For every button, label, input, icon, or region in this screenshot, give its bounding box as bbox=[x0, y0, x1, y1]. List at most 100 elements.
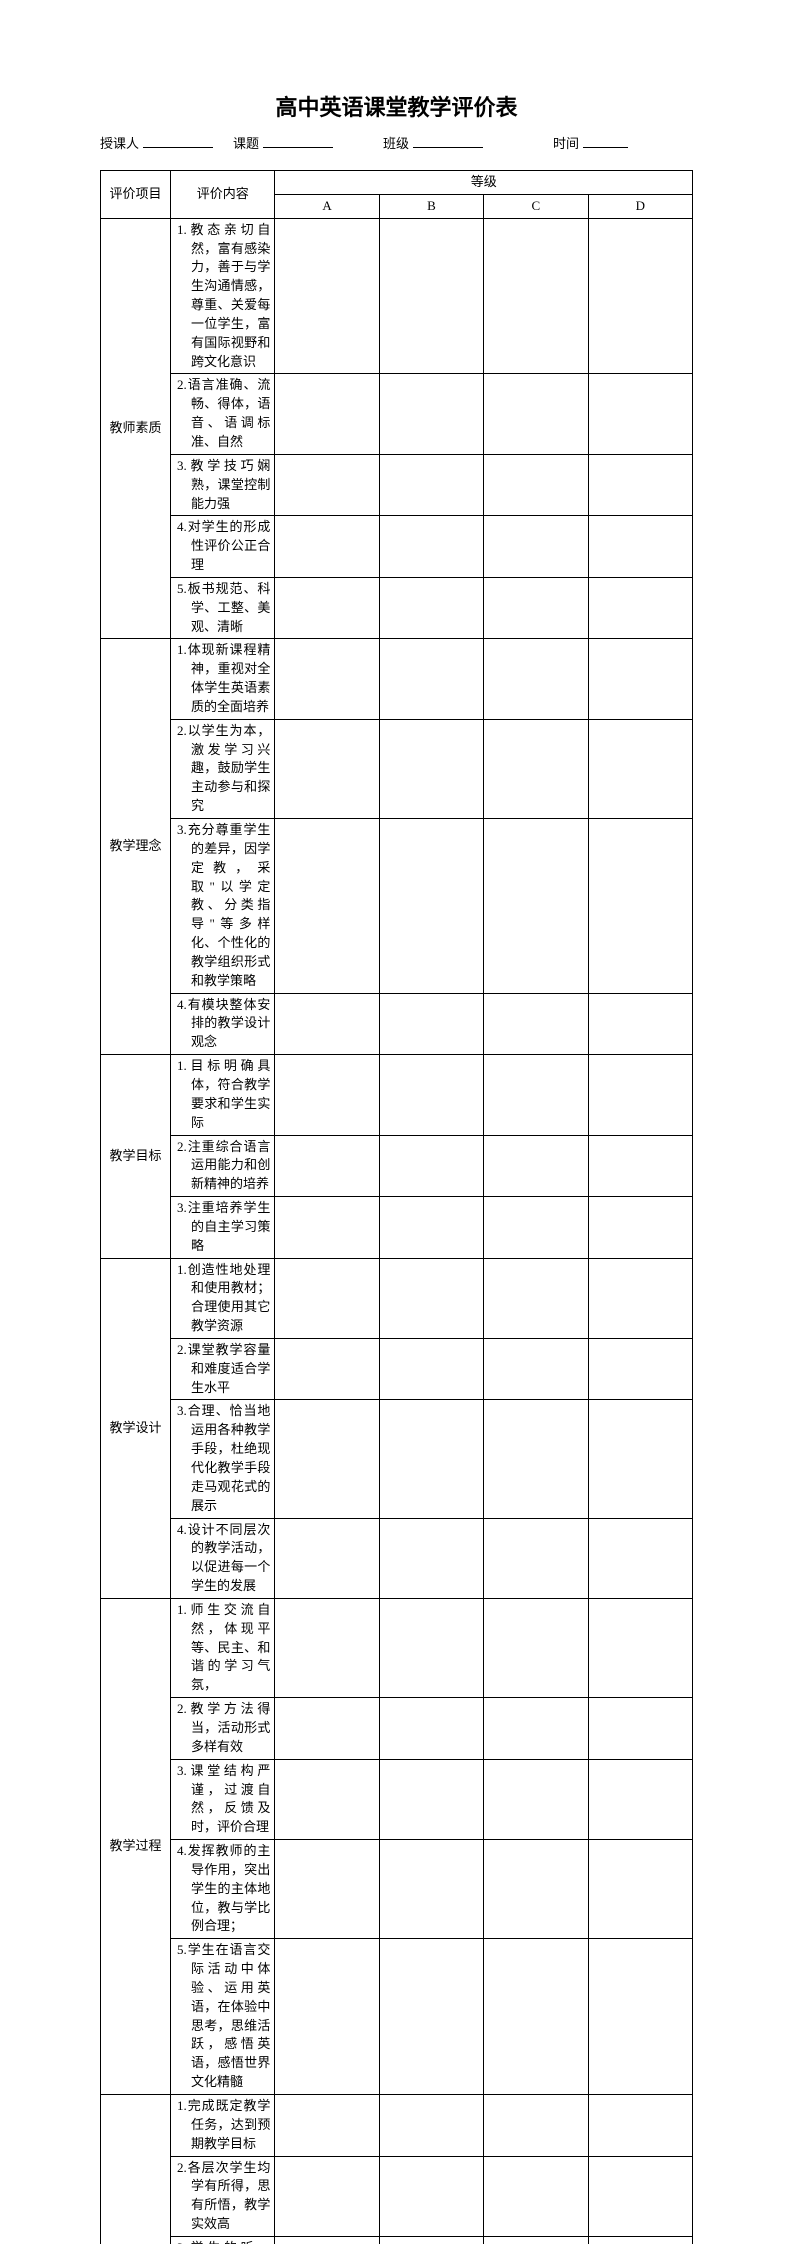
grade-cell[interactable] bbox=[484, 1840, 588, 1939]
grade-cell[interactable] bbox=[484, 516, 588, 578]
info-blank[interactable] bbox=[413, 132, 483, 148]
grade-cell[interactable] bbox=[588, 516, 692, 578]
grade-cell[interactable] bbox=[379, 218, 483, 374]
grade-cell[interactable] bbox=[588, 1197, 692, 1259]
grade-cell[interactable] bbox=[275, 1338, 379, 1400]
grade-cell[interactable] bbox=[588, 1840, 692, 1939]
grade-cell[interactable] bbox=[275, 819, 379, 994]
grade-cell[interactable] bbox=[588, 1135, 692, 1197]
grade-cell[interactable] bbox=[588, 218, 692, 374]
grade-cell[interactable] bbox=[275, 1598, 379, 1697]
grade-cell[interactable] bbox=[484, 1518, 588, 1598]
grade-cell[interactable] bbox=[379, 2095, 483, 2157]
grade-cell[interactable] bbox=[484, 454, 588, 516]
info-blank[interactable] bbox=[263, 132, 333, 148]
grade-cell[interactable] bbox=[275, 2095, 379, 2157]
grade-cell[interactable] bbox=[588, 819, 692, 994]
grade-cell[interactable] bbox=[484, 1197, 588, 1259]
grade-cell[interactable] bbox=[484, 1759, 588, 1839]
grade-cell[interactable] bbox=[379, 1258, 483, 1338]
grade-cell[interactable] bbox=[484, 577, 588, 639]
grade-cell[interactable] bbox=[484, 2156, 588, 2236]
info-blank[interactable] bbox=[143, 132, 213, 148]
grade-cell[interactable] bbox=[588, 993, 692, 1055]
grade-cell[interactable] bbox=[588, 374, 692, 454]
grade-cell[interactable] bbox=[588, 2236, 692, 2244]
grade-cell[interactable] bbox=[275, 1518, 379, 1598]
grade-cell[interactable] bbox=[275, 1135, 379, 1197]
grade-cell[interactable] bbox=[275, 1759, 379, 1839]
grade-cell[interactable] bbox=[484, 819, 588, 994]
grade-cell[interactable] bbox=[484, 218, 588, 374]
grade-cell[interactable] bbox=[379, 1840, 483, 1939]
grade-cell[interactable] bbox=[588, 454, 692, 516]
grade-cell[interactable] bbox=[484, 1258, 588, 1338]
grade-cell[interactable] bbox=[379, 1759, 483, 1839]
grade-cell[interactable] bbox=[379, 516, 483, 578]
grade-cell[interactable] bbox=[484, 2095, 588, 2157]
grade-cell[interactable] bbox=[379, 2236, 483, 2244]
grade-cell[interactable] bbox=[588, 1055, 692, 1135]
grade-cell[interactable] bbox=[588, 2156, 692, 2236]
grade-cell[interactable] bbox=[275, 374, 379, 454]
grade-cell[interactable] bbox=[588, 1698, 692, 1760]
grade-cell[interactable] bbox=[275, 2156, 379, 2236]
grade-cell[interactable] bbox=[379, 1598, 483, 1697]
grade-cell[interactable] bbox=[275, 218, 379, 374]
grade-cell[interactable] bbox=[484, 1135, 588, 1197]
grade-cell[interactable] bbox=[379, 719, 483, 818]
grade-cell[interactable] bbox=[275, 1055, 379, 1135]
grade-cell[interactable] bbox=[484, 1055, 588, 1135]
grade-cell[interactable] bbox=[588, 1939, 692, 2095]
grade-cell[interactable] bbox=[379, 1135, 483, 1197]
grade-cell[interactable] bbox=[484, 639, 588, 719]
grade-cell[interactable] bbox=[379, 577, 483, 639]
grade-cell[interactable] bbox=[379, 1400, 483, 1518]
grade-cell[interactable] bbox=[379, 1197, 483, 1259]
grade-cell[interactable] bbox=[484, 993, 588, 1055]
grade-cell[interactable] bbox=[275, 719, 379, 818]
grade-cell[interactable] bbox=[275, 516, 379, 578]
grade-cell[interactable] bbox=[484, 1338, 588, 1400]
grade-cell[interactable] bbox=[379, 1939, 483, 2095]
grade-cell[interactable] bbox=[588, 1258, 692, 1338]
grade-cell[interactable] bbox=[275, 1840, 379, 1939]
grade-cell[interactable] bbox=[275, 1258, 379, 1338]
grade-cell[interactable] bbox=[588, 1338, 692, 1400]
grade-cell[interactable] bbox=[275, 993, 379, 1055]
grade-cell[interactable] bbox=[484, 719, 588, 818]
grade-cell[interactable] bbox=[588, 1598, 692, 1697]
grade-cell[interactable] bbox=[484, 374, 588, 454]
grade-cell[interactable] bbox=[379, 374, 483, 454]
grade-cell[interactable] bbox=[275, 1939, 379, 2095]
grade-cell[interactable] bbox=[275, 1197, 379, 1259]
grade-cell[interactable] bbox=[379, 1518, 483, 1598]
grade-cell[interactable] bbox=[484, 1598, 588, 1697]
grade-cell[interactable] bbox=[379, 1055, 483, 1135]
grade-cell[interactable] bbox=[379, 2156, 483, 2236]
grade-cell[interactable] bbox=[275, 2236, 379, 2244]
grade-cell[interactable] bbox=[379, 454, 483, 516]
grade-cell[interactable] bbox=[588, 577, 692, 639]
grade-cell[interactable] bbox=[588, 1518, 692, 1598]
grade-cell[interactable] bbox=[588, 719, 692, 818]
grade-cell[interactable] bbox=[275, 1698, 379, 1760]
grade-cell[interactable] bbox=[484, 1400, 588, 1518]
grade-cell[interactable] bbox=[484, 2236, 588, 2244]
grade-cell[interactable] bbox=[588, 1759, 692, 1839]
grade-cell[interactable] bbox=[484, 1698, 588, 1760]
grade-cell[interactable] bbox=[379, 1338, 483, 1400]
info-blank[interactable] bbox=[583, 132, 628, 148]
grade-cell[interactable] bbox=[275, 454, 379, 516]
grade-cell[interactable] bbox=[588, 1400, 692, 1518]
grade-cell[interactable] bbox=[275, 639, 379, 719]
grade-cell[interactable] bbox=[379, 1698, 483, 1760]
grade-cell[interactable] bbox=[484, 1939, 588, 2095]
grade-cell[interactable] bbox=[275, 1400, 379, 1518]
grade-cell[interactable] bbox=[379, 639, 483, 719]
grade-cell[interactable] bbox=[379, 819, 483, 994]
grade-cell[interactable] bbox=[379, 993, 483, 1055]
grade-cell[interactable] bbox=[588, 639, 692, 719]
grade-cell[interactable] bbox=[588, 2095, 692, 2157]
grade-cell[interactable] bbox=[275, 577, 379, 639]
